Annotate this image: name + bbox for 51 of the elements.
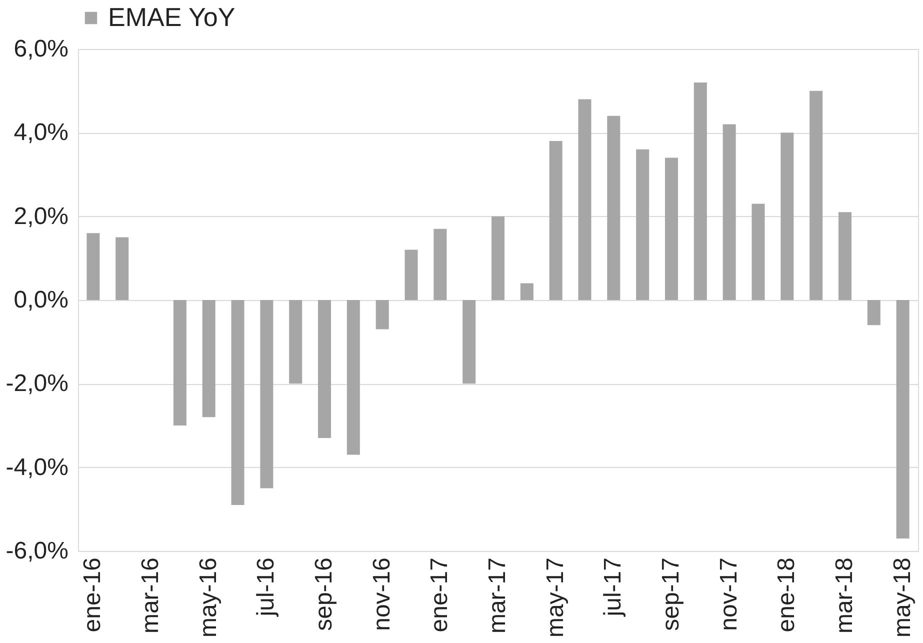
bar	[867, 300, 880, 326]
bar	[578, 99, 592, 300]
bar	[462, 300, 476, 384]
y-tick-label: -6,0%	[6, 538, 68, 564]
bar	[752, 204, 765, 300]
bar	[664, 158, 678, 300]
x-tick-label: sep-17	[657, 558, 684, 631]
x-tick-label: may-16	[194, 558, 222, 638]
x-tick-label: nov-16	[368, 558, 396, 631]
x-tick-label: mar-16	[137, 558, 164, 634]
bar	[173, 300, 186, 426]
x-tick-label: mar-17	[484, 558, 511, 634]
bar	[491, 216, 505, 300]
bar	[116, 237, 129, 300]
bar	[318, 300, 332, 438]
x-tick-label: jul-17	[600, 558, 627, 618]
bar	[376, 300, 389, 330]
bar	[549, 141, 562, 300]
bar	[346, 300, 360, 455]
bar	[404, 250, 418, 300]
bar	[434, 228, 447, 300]
bar	[694, 82, 707, 300]
bar	[838, 212, 852, 300]
y-tick-label: 6,0%	[14, 36, 68, 62]
x-tick-label: ene-18	[773, 558, 800, 632]
bar	[520, 283, 534, 300]
bar	[202, 300, 216, 418]
y-tick-label: -4,0%	[6, 454, 68, 481]
bar	[86, 233, 100, 300]
bar	[231, 300, 244, 505]
bar	[260, 300, 274, 488]
bar	[810, 90, 823, 300]
y-tick-label: -2,0%	[6, 370, 68, 398]
x-tick-label: mar-18	[830, 558, 858, 634]
bar	[780, 132, 794, 300]
bar	[636, 149, 650, 300]
x-tick-label: may-18	[888, 558, 916, 638]
y-tick-label: 0,0%	[14, 286, 68, 314]
x-tick-label: nov-17	[715, 558, 742, 631]
legend-label: EMAE YoY	[108, 2, 236, 32]
bar	[607, 116, 620, 300]
x-tick-label: sep-16	[310, 558, 338, 631]
bar	[896, 300, 910, 538]
x-tick-label: ene-17	[426, 558, 454, 632]
bar	[289, 300, 302, 384]
bar	[722, 124, 736, 300]
x-tick-label: ene-16	[79, 558, 106, 632]
x-tick-label: jul-16	[252, 558, 280, 618]
y-tick-label: 2,0%	[14, 202, 68, 230]
x-tick-label: may-17	[542, 558, 569, 638]
y-tick-label: 4,0%	[14, 119, 68, 146]
